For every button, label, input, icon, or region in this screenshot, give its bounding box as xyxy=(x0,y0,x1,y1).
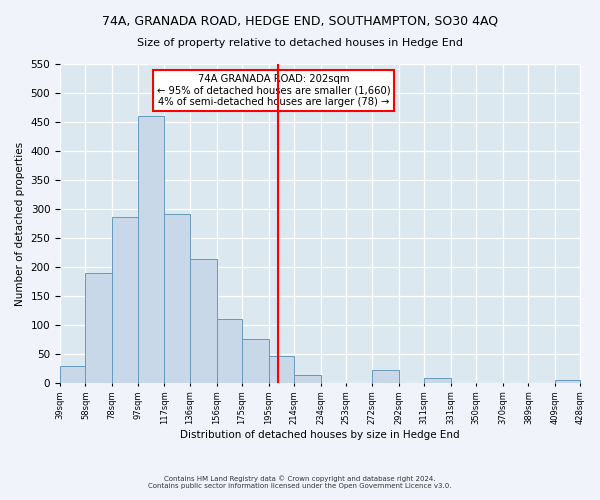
Bar xyxy=(85,273,112,383)
Bar xyxy=(137,116,164,383)
Text: 74A GRANADA ROAD: 202sqm
← 95% of detached houses are smaller (1,660)
4% of semi: 74A GRANADA ROAD: 202sqm ← 95% of detach… xyxy=(157,74,390,107)
Text: Contains HM Land Registry data © Crown copyright and database right 2024.
Contai: Contains HM Land Registry data © Crown c… xyxy=(148,476,452,489)
Y-axis label: Number of detached properties: Number of detached properties xyxy=(15,142,25,306)
Bar xyxy=(60,366,85,383)
Text: Size of property relative to detached houses in Hedge End: Size of property relative to detached ho… xyxy=(137,38,463,48)
Bar xyxy=(190,260,217,383)
Bar xyxy=(217,319,242,383)
Bar xyxy=(112,216,137,383)
X-axis label: Distribution of detached houses by size in Hedge End: Distribution of detached houses by size … xyxy=(181,430,460,440)
Bar xyxy=(294,376,321,383)
Text: 74A, GRANADA ROAD, HEDGE END, SOUTHAMPTON, SO30 4AQ: 74A, GRANADA ROAD, HEDGE END, SOUTHAMPTO… xyxy=(102,15,498,28)
Bar xyxy=(269,356,294,383)
Bar xyxy=(164,214,190,383)
Bar xyxy=(424,378,451,383)
Bar xyxy=(372,370,398,383)
Bar xyxy=(555,380,580,383)
Bar xyxy=(242,340,269,383)
